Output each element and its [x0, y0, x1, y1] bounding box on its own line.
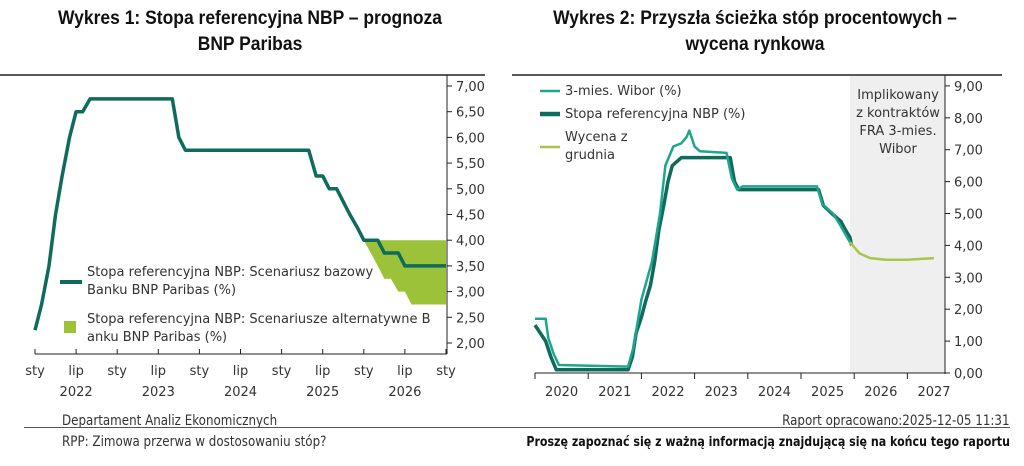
chart1-x-tick-label: lip [315, 364, 330, 379]
chart2-annotation-line: Wibor [879, 142, 917, 157]
chart2-annotation-line: Implikowany [857, 88, 939, 103]
chart1-y-tick-label: 5,00 [456, 183, 485, 198]
chart2-annotation-line: FRA 3-mies. [859, 124, 936, 139]
footer-department: Departament Analiz Ekonomicznych [62, 413, 278, 429]
chart1-x-tick-label: sty [272, 364, 292, 379]
chart1-x-tick-label: lip [68, 364, 83, 379]
chart2-market-pricing-line [848, 241, 935, 262]
chart1-legend-label-2a: Stopa referencyjna NBP: Scenariusze alte… [87, 312, 431, 327]
chart1-legend-label-1a: Stopa referencyjna NBP: Scenariusz bazow… [87, 265, 374, 280]
chart1-legend-label-1b: Banku BNP Paribas (%) [87, 283, 236, 298]
chart2-year-label: 2023 [705, 385, 738, 400]
chart1-year-label: 2024 [224, 385, 257, 400]
chart2-y-tick-label: 1,00 [954, 335, 983, 350]
chart1-x-tick-label: lip [397, 364, 412, 379]
footer-disclaimer: Proszę zapoznać się z ważną informacją z… [526, 435, 1010, 450]
chart1-alternative-band [363, 240, 446, 305]
chart1-y-tick-label: 2,00 [456, 337, 485, 352]
chart2-year-label: 2021 [598, 385, 631, 400]
chart1-x-tick-label: sty [354, 364, 374, 379]
chart1-baseline-line [33, 97, 446, 331]
chart2-year-label: 2026 [864, 385, 897, 400]
chart1-y-tick-label: 6,50 [456, 106, 485, 121]
chart2-y-tick-label: 3,00 [954, 271, 983, 286]
chart2-legend-label-pricing-b: grudnia [565, 148, 615, 163]
chart2-y-tick-label: 8,00 [954, 112, 983, 127]
chart2-y-tick-label: 6,00 [954, 176, 983, 191]
chart1-y-tick-label: 7,00 [456, 80, 485, 95]
chart1-x-tick-label: sty [436, 364, 456, 379]
chart1-x-tick-label: sty [107, 364, 127, 379]
chart2-y-tick-label: 4,00 [954, 239, 983, 254]
chart2-wibor-line [535, 129, 852, 368]
footer-report-date: Raport opracowano:2025-12-05 11:31 [782, 413, 1010, 429]
chart1-legend-band-swatch [64, 321, 76, 333]
chart1-year-label: 2023 [142, 385, 175, 400]
chart1-year-label: 2022 [60, 385, 93, 400]
chart1-y-tick-label: 2,50 [456, 311, 485, 326]
chart1-year-label: 2026 [388, 385, 421, 400]
chart2-year-label: 2027 [917, 385, 950, 400]
chart2-y-tick-label: 5,00 [954, 208, 983, 223]
chart2-y-tick-label: 2,00 [954, 303, 983, 318]
footer-report-title: RPP: Zimowa przerwa w dostosowaniu stóp? [62, 434, 327, 450]
chart2-legend-label-reference-rate: Stopa referencyjna NBP (%) [565, 107, 745, 122]
chart1-y-tick-label: 5,50 [456, 157, 485, 172]
chart2-year-label: 2024 [758, 385, 791, 400]
chart1-y-tick-label: 4,00 [456, 234, 485, 249]
chart1-x-tick-label: lip [233, 364, 248, 379]
chart1-y-tick-label: 4,50 [456, 209, 485, 224]
chart2-y-tick-label: 9,00 [954, 80, 983, 95]
chart2-title: Wykres 2: Przyszła ścieżka stóp procento… [553, 8, 957, 55]
chart1-title: Wykres 1: Stopa referencyjna NBP – progn… [57, 8, 443, 55]
chart2-year-label: 2020 [545, 385, 578, 400]
chart2-y-tick-label: 7,00 [954, 144, 983, 159]
chart1-x-tick-label: sty [190, 364, 210, 379]
chart2-legend-label-wibor: 3-mies. Wibor (%) [565, 84, 682, 99]
chart1-x-tick-label: lip [151, 364, 166, 379]
chart2-year-label: 2022 [651, 385, 684, 400]
footer-divider [24, 427, 1010, 428]
chart2-y-tick-label: 0,00 [954, 367, 983, 382]
chart2-year-label: 2025 [811, 385, 844, 400]
chart1-x-tick-label: sty [25, 364, 45, 379]
chart1-y-tick-label: 3,00 [456, 286, 485, 301]
chart2-reference-rate-line [533, 155, 854, 372]
chart2-legend-label-pricing-a: Wycena z [565, 130, 628, 145]
chart2-annotation-line: z kontraktów [856, 106, 940, 121]
chart1-y-tick-label: 3,50 [456, 260, 485, 275]
chart1-y-tick-label: 6,00 [456, 131, 485, 146]
chart2-forecast-shading [849, 76, 945, 373]
chart1-year-label: 2025 [306, 385, 339, 400]
chart1-legend-label-2b: anku BNP Paribas (%) [87, 330, 227, 345]
